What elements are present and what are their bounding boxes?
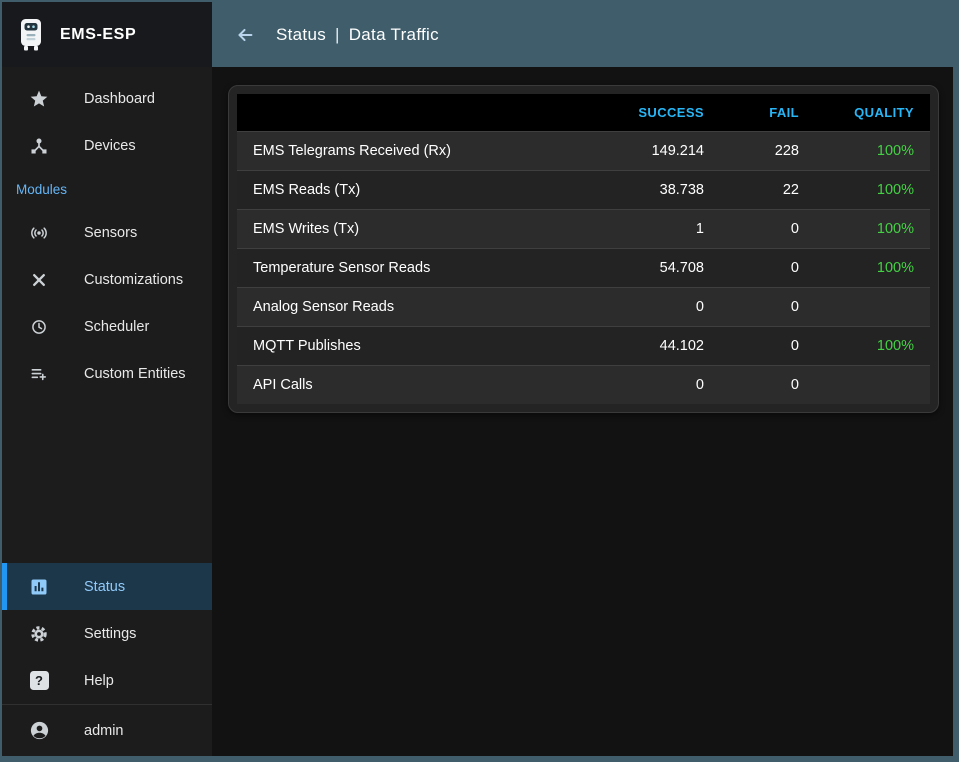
sidebar-item-label: Scheduler <box>84 318 150 335</box>
success-cell: 1 <box>600 209 720 249</box>
success-cell: 44.102 <box>600 326 720 366</box>
sidebar-item-label: Dashboard <box>84 90 155 107</box>
fail-cell: 0 <box>720 287 815 327</box>
success-cell: 54.708 <box>600 248 720 288</box>
sidebar-item-dashboard[interactable]: Dashboard <box>2 75 212 122</box>
sidebar-item-status[interactable]: Status <box>2 563 212 610</box>
sidebar-item-label: Settings <box>84 625 137 642</box>
device-hub-icon <box>28 135 50 157</box>
fail-cell: 0 <box>720 209 815 249</box>
top-row: EMS-ESP Status | Data Traffic <box>2 2 953 67</box>
metric-column-header <box>237 94 600 132</box>
sidebar-item-label: Customizations <box>84 271 184 288</box>
row-label-cell: EMS Reads (Tx) <box>237 170 600 210</box>
table-header-row: SUCCESS FAIL QUALITY <box>237 94 930 132</box>
app-bar: Status | Data Traffic <box>212 2 953 67</box>
table-row: Temperature Sensor Reads 54.708 0 100% <box>237 248 930 288</box>
sidebar-item-label: Help <box>84 672 114 689</box>
tools-icon <box>28 269 50 291</box>
quality-cell <box>815 287 930 327</box>
data-traffic-card: SUCCESS FAIL QUALITY EMS Telegrams Recei… <box>228 85 939 413</box>
sidebar-spacer <box>2 397 212 563</box>
table-row: MQTT Publishes 44.102 0 100% <box>237 326 930 366</box>
success-cell: 149.214 <box>600 131 720 171</box>
row-label-cell: API Calls <box>237 365 600 404</box>
scheduler-clock-icon <box>28 316 50 338</box>
sidebar-modules-header: Modules <box>16 181 68 197</box>
help-icon <box>28 670 50 692</box>
table-row: EMS Writes (Tx) 1 0 100% <box>237 209 930 249</box>
sidebar-item-label: Status <box>84 578 126 595</box>
table-row: Analog Sensor Reads 0 0 <box>237 287 930 327</box>
row-label-cell: EMS Writes (Tx) <box>237 209 600 249</box>
page-section: Status <box>276 24 326 44</box>
success-cell: 0 <box>600 365 720 404</box>
row-label-cell: EMS Telegrams Received (Rx) <box>237 131 600 171</box>
page-title: Status | Data Traffic <box>276 25 439 45</box>
fail-cell: 0 <box>720 326 815 366</box>
data-traffic-table: SUCCESS FAIL QUALITY EMS Telegrams Recei… <box>237 94 930 404</box>
sidebar-item-custom-entities[interactable]: Custom Entities <box>2 350 212 397</box>
back-arrow-icon[interactable] <box>234 24 256 46</box>
sidebar-nav: Dashboard Devices Modules <box>2 67 212 756</box>
bar-chart-icon <box>28 576 50 598</box>
row-label-cell: MQTT Publishes <box>237 326 600 366</box>
fail-column-header: FAIL <box>720 94 815 132</box>
fail-cell: 228 <box>720 131 815 171</box>
sidebar-item-customizations[interactable]: Customizations <box>2 256 212 303</box>
fail-cell: 0 <box>720 248 815 288</box>
quality-column-header: QUALITY <box>815 94 930 132</box>
success-cell: 38.738 <box>600 170 720 210</box>
title-separator: | <box>335 24 340 44</box>
sidebar-item-settings[interactable]: Settings <box>2 610 212 657</box>
row-label-cell: Temperature Sensor Reads <box>237 248 600 288</box>
brand-header: EMS-ESP <box>2 2 212 67</box>
quality-cell: 100% <box>815 209 930 249</box>
app-title: EMS-ESP <box>60 25 137 43</box>
sidebar-item-help[interactable]: Help <box>2 657 212 704</box>
sidebar-item-label: Sensors <box>84 224 138 241</box>
fail-cell: 0 <box>720 365 815 404</box>
success-cell: 0 <box>600 287 720 327</box>
quality-cell <box>815 365 930 404</box>
quality-cell: 100% <box>815 170 930 210</box>
sidebar-item-label: admin <box>84 722 124 739</box>
playlist-add-icon <box>28 363 50 385</box>
body-row: Dashboard Devices Modules <box>2 67 953 756</box>
sidebar-item-sensors[interactable]: Sensors <box>2 209 212 256</box>
sidebar-item-devices[interactable]: Devices <box>2 122 212 169</box>
star-icon <box>28 88 50 110</box>
gear-icon <box>28 623 50 645</box>
sensors-icon <box>28 222 50 244</box>
sidebar-item-scheduler[interactable]: Scheduler <box>2 303 212 350</box>
quality-cell: 100% <box>815 131 930 171</box>
sidebar-item-admin[interactable]: admin <box>2 704 212 756</box>
table-row: API Calls 0 0 <box>237 365 930 404</box>
account-circle-icon <box>28 720 50 742</box>
fail-cell: 22 <box>720 170 815 210</box>
page-subsection: Data Traffic <box>348 24 439 44</box>
success-column-header: SUCCESS <box>600 94 720 132</box>
quality-cell: 100% <box>815 326 930 366</box>
table-row: EMS Reads (Tx) 38.738 22 100% <box>237 170 930 210</box>
quality-cell: 100% <box>815 248 930 288</box>
sidebar-item-label: Devices <box>84 137 136 154</box>
row-label-cell: Analog Sensor Reads <box>237 287 600 327</box>
table-row: EMS Telegrams Received (Rx) 149.214 228 … <box>237 131 930 171</box>
sidebar-item-label: Custom Entities <box>84 365 186 382</box>
boiler-logo-icon <box>18 18 44 52</box>
main-content: SUCCESS FAIL QUALITY EMS Telegrams Recei… <box>212 67 953 756</box>
